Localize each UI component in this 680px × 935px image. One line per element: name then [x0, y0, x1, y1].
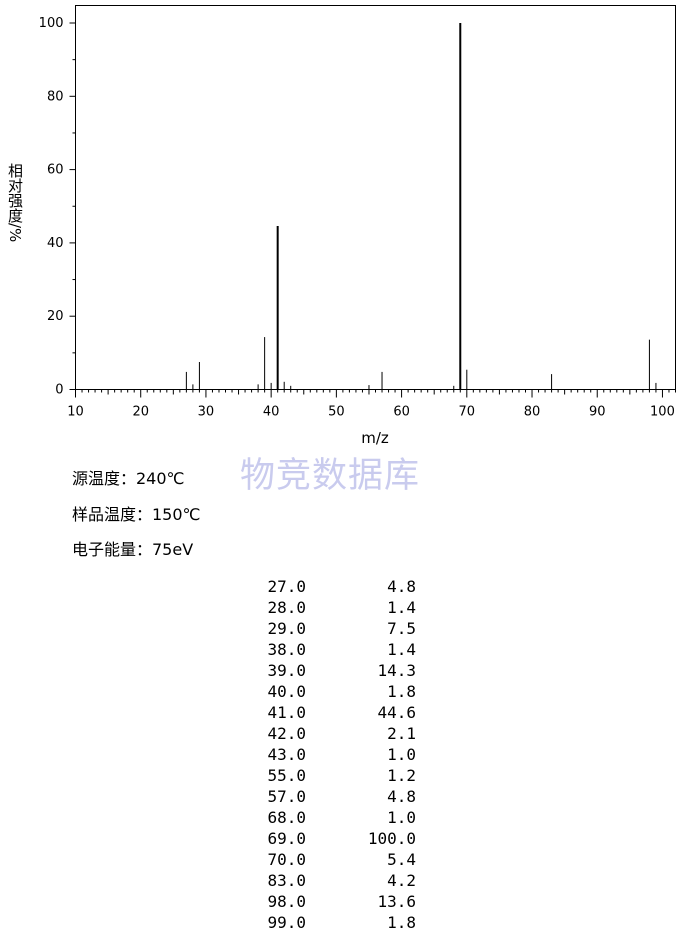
abundance-value: 2.1 — [387, 724, 416, 743]
abundance-value: 100.0 — [367, 829, 416, 848]
mz-value: 42.0 — [267, 724, 306, 743]
y-tick-label: 60 — [47, 163, 64, 178]
y-axis-ticks: 0 20 40 60 80 100 — [39, 16, 76, 398]
mz-value: 98.0 — [267, 892, 306, 911]
table-row: 42.0 2.1 — [250, 723, 416, 744]
mz-value: 41.0 — [267, 703, 306, 722]
table-row: 70.0 5.4 — [250, 849, 416, 870]
table-row: 43.0 1.0 — [250, 744, 416, 765]
x-tick-label: 60 — [393, 405, 410, 420]
x-axis-title: m/z — [361, 429, 389, 447]
table-row: 41.0 44.6 — [250, 702, 416, 723]
table-row: 55.0 1.2 — [250, 765, 416, 786]
table-row: 40.0 1.8 — [250, 681, 416, 702]
electron-energy: 电子能量：75eV — [72, 540, 194, 559]
mz-value: 99.0 — [267, 913, 306, 932]
mz-value: 83.0 — [267, 871, 306, 890]
mz-value: 40.0 — [267, 682, 306, 701]
x-tick-label: 90 — [589, 405, 606, 420]
mz-value: 27.0 — [267, 577, 306, 596]
x-tick-label: 50 — [328, 405, 345, 420]
mz-value: 70.0 — [267, 850, 306, 869]
abundance-value: 4.2 — [387, 871, 416, 890]
x-tick-label: 100 — [650, 405, 675, 420]
y-tick-label: 40 — [47, 236, 64, 251]
abundance-value: 14.3 — [377, 661, 416, 680]
table-row: 29.0 7.5 — [250, 618, 416, 639]
abundance-value: 7.5 — [387, 619, 416, 638]
table-row: 28.0 1.4 — [250, 597, 416, 618]
table-row: 99.0 1.8 — [250, 912, 416, 933]
table-row: 39.0 14.3 — [250, 660, 416, 681]
abundance-value: 1.0 — [387, 808, 416, 827]
x-tick-label: 20 — [132, 405, 149, 420]
source-temperature: 源温度：240℃ — [72, 469, 185, 488]
mz-value: 39.0 — [267, 661, 306, 680]
table-row: 27.0 4.8 — [250, 576, 416, 597]
mz-value: 29.0 — [267, 619, 306, 638]
mz-value: 57.0 — [267, 787, 306, 806]
abundance-value: 13.6 — [377, 892, 416, 911]
table-row: 57.0 4.8 — [250, 786, 416, 807]
table-row: 68.0 1.0 — [250, 807, 416, 828]
x-tick-label: 30 — [198, 405, 215, 420]
abundance-value: 1.4 — [387, 640, 416, 659]
x-axis-ticks: 10 20 30 40 50 60 70 80 90 100 — [67, 389, 676, 420]
table-row: 69.0 100.0 — [250, 828, 416, 849]
y-tick-label: 100 — [39, 16, 64, 31]
x-tick-label: 40 — [263, 405, 280, 420]
peak-bars — [185, 23, 657, 390]
y-tick-label: 80 — [47, 89, 64, 104]
abundance-value: 1.4 — [387, 598, 416, 617]
x-tick-label: 70 — [459, 405, 476, 420]
table-row: 98.0 13.6 — [250, 891, 416, 912]
table-row: 38.0 1.4 — [250, 639, 416, 660]
abundance-value: 5.4 — [387, 850, 416, 869]
table-row: 83.0 4.2 — [250, 870, 416, 891]
mz-value: 55.0 — [267, 766, 306, 785]
abundance-value: 4.8 — [387, 787, 416, 806]
abundance-value: 44.6 — [377, 703, 416, 722]
plot-frame — [75, 5, 676, 390]
abundance-value: 4.8 — [387, 577, 416, 596]
peak-table: 27.0 4.8 28.0 1.4 29.0 7.5 38.0 1.4 39.0 14.3 40.0… — [250, 576, 416, 933]
mass-spectrum-chart: 0 20 40 60 80 100 10 20 30 40 50 60 70 80 90 100 m/z 相… — [6, 5, 676, 447]
mz-value: 28.0 — [267, 598, 306, 617]
sample-temperature: 样品温度：150℃ — [72, 505, 201, 524]
abundance-value: 1.8 — [387, 682, 416, 701]
abundance-value: 1.2 — [387, 766, 416, 785]
y-tick-label: 0 — [55, 383, 63, 398]
y-axis-title: 相对强度/% — [6, 163, 24, 242]
mz-value: 68.0 — [267, 808, 306, 827]
abundance-value: 1.8 — [387, 913, 416, 932]
mz-value: 69.0 — [267, 829, 306, 848]
mz-value: 38.0 — [267, 640, 306, 659]
x-tick-label: 80 — [524, 405, 541, 420]
watermark: 物竞数据库 — [240, 456, 421, 496]
abundance-value: 1.0 — [387, 745, 416, 764]
y-tick-label: 20 — [47, 309, 64, 324]
mz-value: 43.0 — [267, 745, 306, 764]
x-tick-label: 10 — [67, 405, 84, 420]
